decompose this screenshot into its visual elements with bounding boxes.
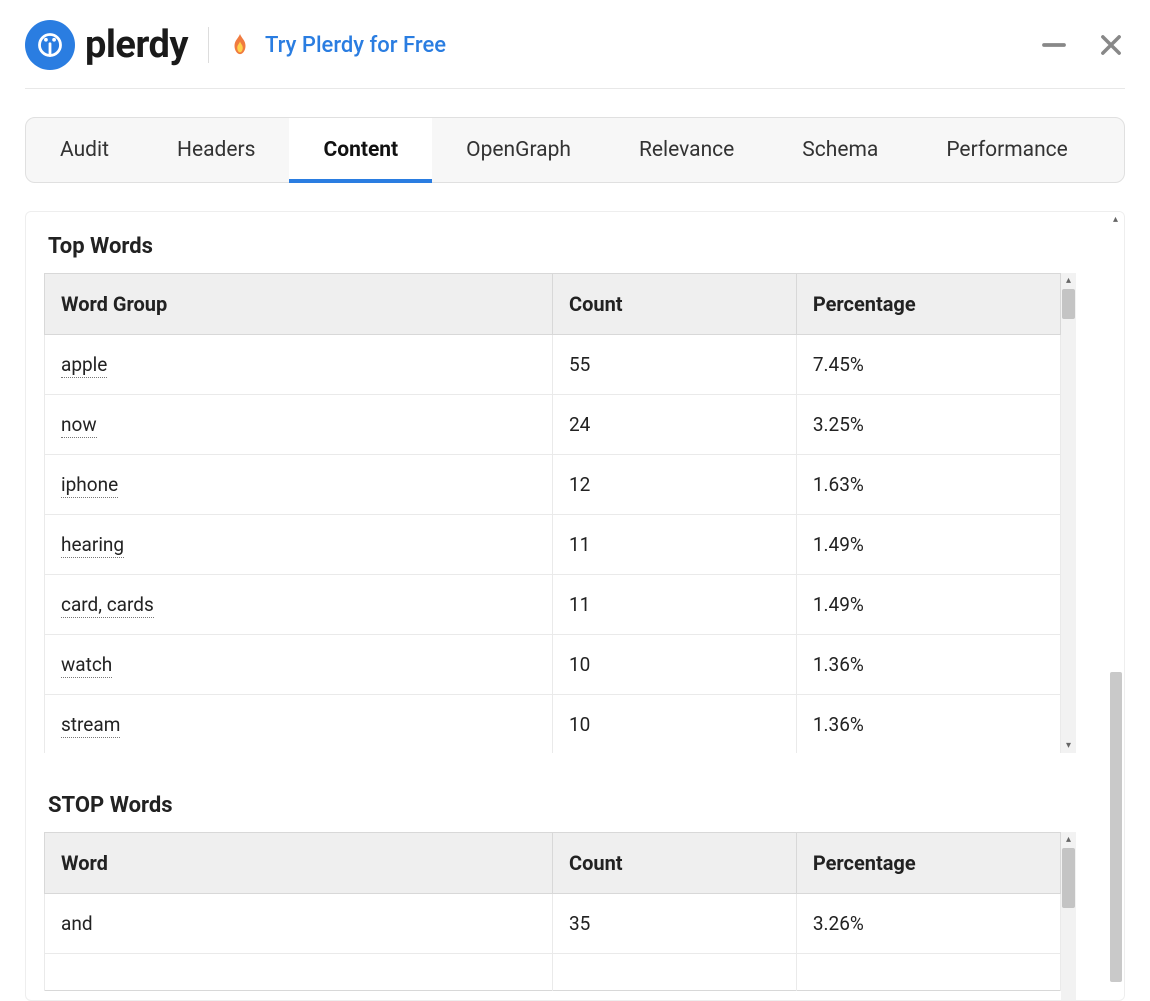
word-cell: hearing bbox=[45, 515, 553, 575]
pct-cell: 7.45% bbox=[796, 335, 1060, 395]
tab-schema[interactable]: Schema bbox=[768, 118, 912, 182]
pct-cell: 1.36% bbox=[796, 635, 1060, 695]
top-words-scrollbar[interactable]: ▴ ▾ bbox=[1061, 273, 1076, 753]
col-header-word: Word bbox=[45, 833, 553, 894]
pct-cell: 3.25% bbox=[796, 395, 1060, 455]
panel-scrollbar[interactable]: ▴ bbox=[1108, 212, 1124, 1000]
word-cell: now bbox=[45, 395, 553, 455]
table-row: card, cards111.49% bbox=[45, 575, 1061, 635]
brand-name: plerdy bbox=[85, 23, 188, 67]
scroll-up-icon[interactable]: ▴ bbox=[1061, 832, 1076, 847]
count-cell: 10 bbox=[553, 635, 797, 695]
tab-audit[interactable]: Audit bbox=[26, 118, 143, 182]
close-icon[interactable] bbox=[1097, 31, 1125, 59]
try-free-link[interactable]: Try Plerdy for Free bbox=[265, 33, 446, 58]
stop-words-table-wrap: ▴ Word Count Percentage and353.26% bbox=[44, 832, 1076, 1001]
col-header-count: Count bbox=[553, 833, 797, 894]
word-cell: and bbox=[45, 894, 553, 954]
count-cell: 24 bbox=[553, 395, 797, 455]
top-words-title: Top Words bbox=[48, 234, 1094, 259]
word-cell: stream bbox=[45, 695, 553, 754]
header-bar: plerdy Try Plerdy for Free bbox=[25, 20, 1125, 89]
col-header-count: Count bbox=[553, 274, 797, 335]
tabs: AuditHeadersContentOpenGraphRelevanceSch… bbox=[25, 117, 1125, 183]
stop-words-scrollbar[interactable]: ▴ bbox=[1061, 832, 1076, 1001]
top-words-table-wrap: ▴ ▾ Word Group Count Percentage apple557… bbox=[44, 273, 1076, 753]
minimize-icon[interactable] bbox=[1039, 30, 1069, 60]
count-cell: 35 bbox=[553, 894, 797, 954]
brand-logo[interactable]: plerdy bbox=[25, 20, 188, 70]
word-cell: apple bbox=[45, 335, 553, 395]
word-cell: card, cards bbox=[45, 575, 553, 635]
count-cell: 11 bbox=[553, 515, 797, 575]
scroll-up-icon[interactable]: ▴ bbox=[1108, 212, 1123, 227]
plerdy-logo-icon bbox=[25, 20, 75, 70]
tab-opengraph[interactable]: OpenGraph bbox=[432, 118, 605, 182]
word-cell: watch bbox=[45, 635, 553, 695]
scroll-down-icon[interactable]: ▾ bbox=[1061, 738, 1076, 753]
word-cell: iphone bbox=[45, 455, 553, 515]
col-header-word: Word Group bbox=[45, 274, 553, 335]
pct-cell: 3.26% bbox=[796, 894, 1060, 954]
flame-icon bbox=[229, 32, 251, 58]
table-row: hearing111.49% bbox=[45, 515, 1061, 575]
separator bbox=[208, 27, 209, 63]
pct-cell: 1.63% bbox=[796, 455, 1060, 515]
table-row: watch101.36% bbox=[45, 635, 1061, 695]
table-row: and353.26% bbox=[45, 894, 1061, 954]
table-row: apple557.45% bbox=[45, 335, 1061, 395]
count-cell: 10 bbox=[553, 695, 797, 754]
table-row: now243.25% bbox=[45, 395, 1061, 455]
tab-content[interactable]: Content bbox=[289, 118, 432, 182]
table-row: stream101.36% bbox=[45, 695, 1061, 754]
count-cell: 11 bbox=[553, 575, 797, 635]
count-cell: 12 bbox=[553, 455, 797, 515]
count-cell: 55 bbox=[553, 335, 797, 395]
content-panel: ▴ Top Words ▴ ▾ Word Group Count Percent… bbox=[25, 211, 1125, 1001]
stop-words-title: STOP Words bbox=[48, 793, 1094, 818]
tab-performance[interactable]: Performance bbox=[912, 118, 1101, 182]
pct-cell: 1.36% bbox=[796, 695, 1060, 754]
tab-headers[interactable]: Headers bbox=[143, 118, 289, 182]
col-header-pct: Percentage bbox=[796, 833, 1060, 894]
col-header-pct: Percentage bbox=[796, 274, 1060, 335]
tab-relevance[interactable]: Relevance bbox=[605, 118, 768, 182]
table-row: iphone121.63% bbox=[45, 455, 1061, 515]
pct-cell: 1.49% bbox=[796, 515, 1060, 575]
scroll-up-icon[interactable]: ▴ bbox=[1061, 273, 1076, 288]
pct-cell: 1.49% bbox=[796, 575, 1060, 635]
